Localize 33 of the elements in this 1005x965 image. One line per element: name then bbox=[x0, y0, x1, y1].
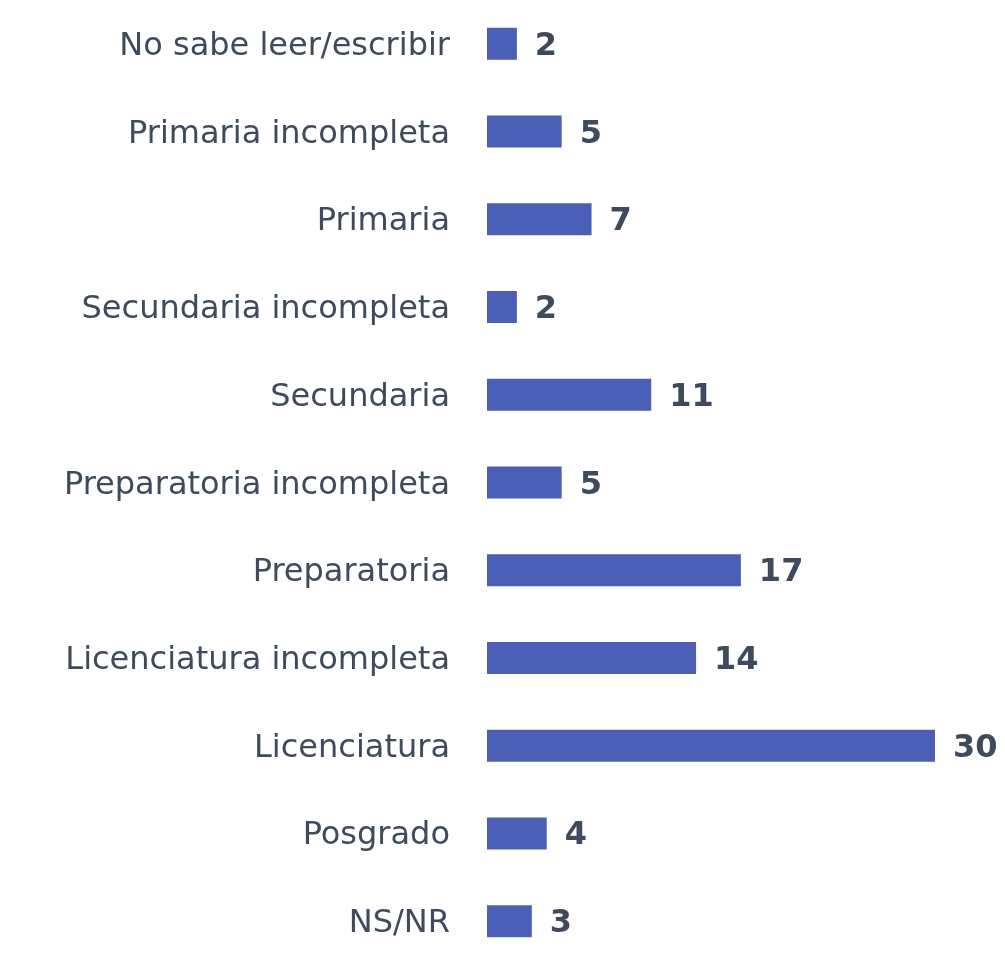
y-tick-label: Licenciatura incompleta bbox=[65, 638, 450, 677]
y-tick-label: Licenciatura bbox=[254, 726, 450, 765]
y-tick-label: Secundaria incompleta bbox=[81, 288, 450, 327]
data-label: 5 bbox=[579, 463, 602, 502]
bar bbox=[487, 729, 935, 762]
bar bbox=[487, 291, 517, 324]
bar bbox=[487, 641, 697, 674]
y-tick-label: Secundaria bbox=[270, 375, 450, 414]
data-label: 3 bbox=[549, 902, 573, 941]
data-label: 11 bbox=[669, 375, 714, 414]
bar bbox=[487, 817, 547, 850]
y-tick-label: Primaria incompleta bbox=[128, 112, 450, 151]
data-label: 2 bbox=[534, 24, 558, 63]
bar bbox=[487, 466, 562, 499]
bar bbox=[487, 905, 532, 938]
y-tick-label: No sabe leer/escribir bbox=[119, 24, 451, 63]
data-label: 5 bbox=[579, 112, 602, 151]
data-label: 14 bbox=[714, 638, 759, 677]
bar bbox=[487, 27, 517, 60]
data-label: 30 bbox=[953, 726, 998, 765]
bar bbox=[487, 115, 562, 148]
bar bbox=[487, 203, 592, 236]
y-tick-label: NS/NR bbox=[348, 902, 450, 941]
bar bbox=[487, 554, 741, 587]
data-label: 4 bbox=[564, 814, 587, 853]
y-tick-label: Posgrado bbox=[302, 814, 450, 853]
y-tick-label: Preparatoria incompleta bbox=[63, 463, 450, 502]
data-label: 2 bbox=[534, 288, 558, 327]
bar bbox=[487, 378, 652, 411]
y-tick-label: Primaria bbox=[316, 200, 450, 239]
y-tick-label: Preparatoria bbox=[252, 551, 450, 590]
data-label: 17 bbox=[758, 551, 804, 590]
data-label: 7 bbox=[609, 200, 632, 239]
